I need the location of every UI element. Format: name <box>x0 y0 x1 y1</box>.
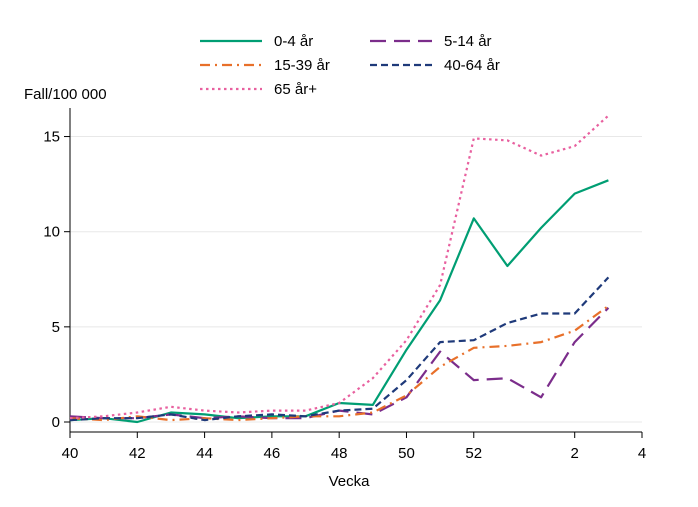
series-line-0 <box>69 179 609 424</box>
gridlines <box>70 136 642 423</box>
legend-item-40-64: 40-64 år <box>370 54 500 76</box>
legend-swatch-5-14 <box>370 39 432 43</box>
series-line-4 <box>69 114 610 420</box>
y-tick-label-0: 0 <box>52 414 60 431</box>
x-tick-label-40: 40 <box>62 445 79 462</box>
legend-item-5-14: 5-14 år <box>370 30 492 52</box>
x-tick-label-2: 2 <box>571 445 579 462</box>
y-axis-label: Fall/100 000 <box>24 86 107 103</box>
x-tick-label-48: 48 <box>331 445 348 462</box>
x-tick-label-46: 46 <box>264 445 281 462</box>
tick-labels: 0 5 10 15 40 42 44 46 48 50 52 2 4 <box>43 129 646 462</box>
legend-label-15-39: 15-39 år <box>274 56 330 74</box>
y-tick-label-5: 5 <box>52 319 60 336</box>
legend-label-5-14: 5-14 år <box>444 32 492 50</box>
series-line-3 <box>69 276 610 422</box>
legend-label-0-4: 0-4 år <box>274 32 314 50</box>
legend-swatch-40-64 <box>370 63 432 67</box>
legend-item-15-39: 15-39 år <box>200 54 330 76</box>
legend: 0-4 år 5-14 år 15-39 år 40-64 år 65 år+ <box>200 30 560 102</box>
x-tick-label-52: 52 <box>465 445 482 462</box>
legend-label-65: 65 år+ <box>274 80 317 98</box>
legend-label-40-64: 40-64 år <box>444 56 500 74</box>
legend-item-0-4: 0-4 år <box>200 30 313 52</box>
y-tick-label-15: 15 <box>43 129 60 146</box>
x-tick-label-44: 44 <box>196 445 213 462</box>
series-line-2 <box>69 305 610 422</box>
x-axis-label: Vecka <box>328 473 370 490</box>
x-tick-label-50: 50 <box>398 445 415 462</box>
legend-swatch-15-39 <box>200 63 262 67</box>
series-lines <box>69 114 610 424</box>
legend-item-65: 65 år+ <box>200 78 317 100</box>
legend-swatch-0-4 <box>200 39 262 43</box>
axes <box>64 108 643 438</box>
y-tick-label-10: 10 <box>43 224 60 241</box>
legend-swatch-65 <box>200 87 262 91</box>
x-tick-label-4: 4 <box>638 445 646 462</box>
x-tick-label-42: 42 <box>129 445 146 462</box>
